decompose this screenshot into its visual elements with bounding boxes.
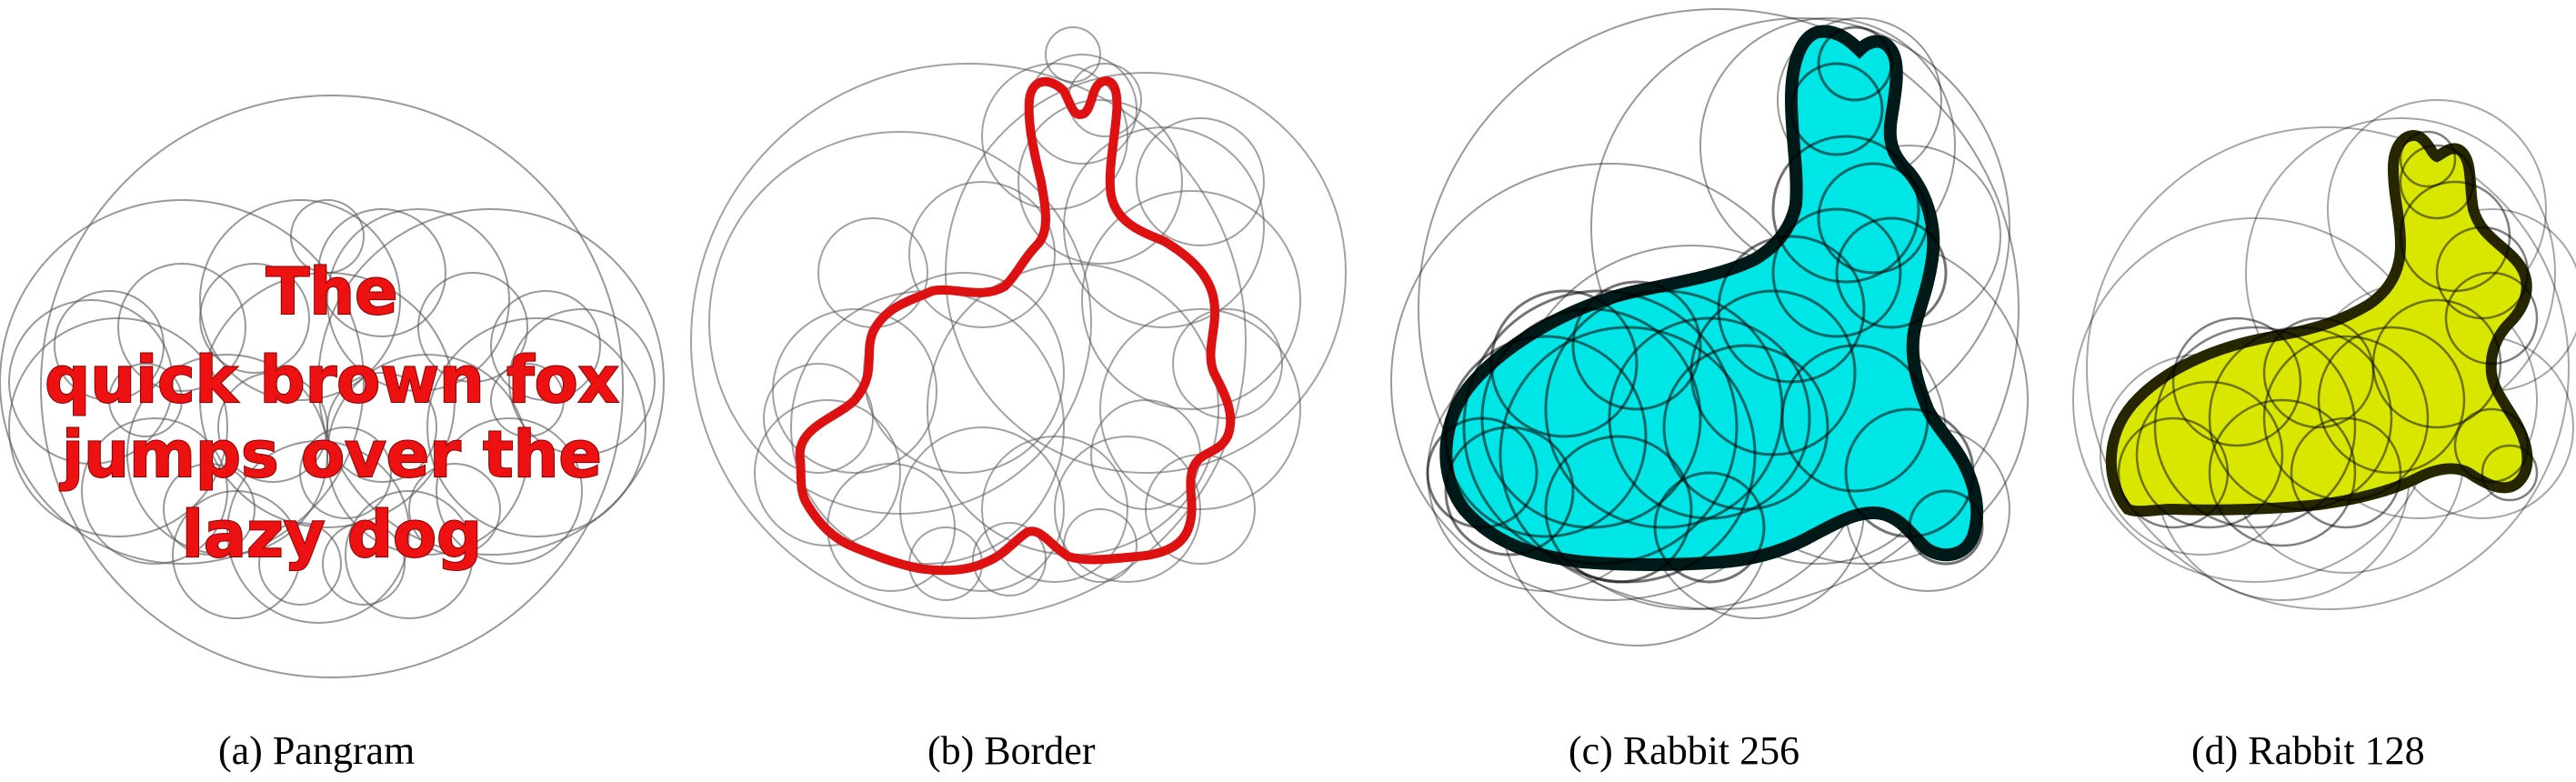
rabbit128-inner-circle bbox=[2435, 226, 2530, 320]
pangram-circle bbox=[8, 299, 174, 465]
pangram-circle bbox=[199, 263, 310, 374]
rabbit256-inner-circle bbox=[1835, 216, 1948, 329]
rabbit256-inner-circle bbox=[1771, 135, 1920, 284]
border-circle bbox=[899, 426, 1065, 592]
rabbit128-inner-circle bbox=[2208, 398, 2357, 547]
rabbit256-inner-circle bbox=[1908, 489, 1984, 566]
caption-pangram: (a) Pangram bbox=[218, 728, 416, 773]
rabbit128-inner-circle bbox=[2399, 144, 2475, 220]
pangram-circle bbox=[199, 199, 401, 401]
rabbit256-inner-circle bbox=[1480, 307, 1702, 529]
pangram-line-2: quick brown fox bbox=[45, 343, 619, 417]
rabbit256-outer-circle bbox=[1418, 8, 2020, 610]
pangram-circle bbox=[0, 199, 365, 565]
rabbit128-inner-circle bbox=[2208, 326, 2393, 511]
rabbit128-inner-circle bbox=[2262, 316, 2375, 429]
pangram-circle bbox=[163, 463, 256, 556]
pangram-drawing: The quick brown fox jumps over the lazy … bbox=[0, 95, 665, 678]
rabbit128-inner-circle bbox=[2317, 326, 2466, 475]
pangram-circle bbox=[258, 522, 342, 606]
border-circle bbox=[972, 522, 1047, 597]
pangram-circle bbox=[108, 363, 183, 437]
pangram-circle bbox=[226, 440, 410, 624]
rabbit256-inner-circle bbox=[1780, 344, 1929, 493]
border-circle bbox=[1136, 117, 1265, 246]
rabbit128-inner-circle bbox=[2444, 271, 2539, 366]
border-circle bbox=[945, 72, 1347, 474]
pangram-circle bbox=[317, 208, 665, 556]
border-circle bbox=[1017, 99, 1183, 265]
border-circle bbox=[908, 181, 1056, 328]
panel-rabbit-256: (c) Rabbit 256 bbox=[1364, 0, 2055, 782]
rabbit256-inner-circle bbox=[1608, 316, 1811, 520]
border-circle bbox=[1063, 126, 1265, 328]
panel-rabbit-128: (d) Rabbit 128 bbox=[2055, 0, 2576, 782]
rabbit-border-outline bbox=[795, 76, 1236, 576]
panel-pangram: The quick brown fox jumps over the lazy … bbox=[0, 0, 665, 782]
pangram-circle bbox=[426, 317, 647, 537]
rabbit128-outer-circle bbox=[2086, 126, 2570, 610]
rabbit256-inner-circle bbox=[1662, 344, 1829, 511]
pangram-circle bbox=[345, 490, 474, 619]
rabbit128-inner-circle bbox=[2399, 130, 2457, 188]
caption-rabbit-256: (c) Rabbit 256 bbox=[1569, 728, 1800, 773]
rabbit128-inner-circle bbox=[2481, 444, 2539, 502]
rabbit128-inner-circle bbox=[2153, 326, 2357, 529]
pangram-circle bbox=[326, 354, 528, 556]
pangram-circle bbox=[299, 426, 392, 519]
pangram-circle bbox=[436, 417, 583, 565]
rabbit256-inner-circle bbox=[1462, 289, 1739, 566]
rabbit256-inner-circle bbox=[1817, 162, 1929, 275]
border-circle bbox=[1081, 190, 1301, 410]
pangram-line-4: lazy dog bbox=[182, 497, 482, 572]
rabbit128-inner-circle bbox=[2135, 380, 2284, 529]
pangram-circle bbox=[40, 95, 624, 678]
rabbit-128-drawing bbox=[2072, 99, 2576, 610]
pangram-circle bbox=[490, 363, 565, 437]
caption-rabbit-128: (d) Rabbit 128 bbox=[2191, 728, 2425, 773]
pangram-line-3: jumps over the bbox=[59, 417, 602, 492]
pangram-line-1: The bbox=[266, 255, 397, 329]
rabbit256-inner-circle bbox=[1444, 335, 1648, 538]
pangram-circle bbox=[490, 290, 601, 401]
rabbit256-inner-circle bbox=[1653, 471, 1766, 584]
rabbit128-inner-circle bbox=[2117, 416, 2230, 529]
rabbit128-inner-circle bbox=[2262, 335, 2430, 502]
pangram-circle bbox=[290, 199, 365, 274]
panel-border: (b) Border bbox=[690, 0, 1347, 782]
border-circle bbox=[763, 363, 874, 474]
rabbit256-inner-circle bbox=[1444, 426, 1575, 556]
rabbit256-inner-circle bbox=[1817, 25, 1893, 102]
border-circle bbox=[754, 399, 901, 546]
rabbit256-inner-circle bbox=[1489, 289, 1639, 438]
pangram-circle bbox=[326, 372, 437, 483]
rabbit-128-body bbox=[2105, 130, 2533, 517]
pangram-circle bbox=[326, 208, 510, 392]
pangram-circle bbox=[317, 208, 446, 337]
caption-border: (b) Border bbox=[927, 728, 1096, 773]
rabbit256-inner-circle bbox=[1571, 280, 1702, 411]
border-circle bbox=[981, 436, 1128, 583]
rabbit256-inner-circle bbox=[1771, 207, 1902, 338]
pangram-circle bbox=[172, 490, 301, 619]
rabbit256-inner-circle bbox=[1498, 326, 1757, 584]
rabbit128-inner-circle bbox=[2171, 316, 2302, 447]
pangram-circle bbox=[508, 308, 656, 456]
rabbit128-inner-circle bbox=[2453, 407, 2530, 484]
pangram-circle bbox=[322, 522, 406, 606]
border-circle bbox=[772, 308, 937, 474]
border-circle bbox=[690, 63, 1247, 619]
pangram-circle bbox=[417, 272, 528, 383]
rabbit-256-drawing bbox=[1390, 8, 2029, 647]
pangram-circle bbox=[408, 463, 501, 556]
rabbit128-inner-circle bbox=[2290, 416, 2402, 529]
border-drawing bbox=[690, 26, 1347, 619]
rabbit-256-body bbox=[1439, 25, 1984, 571]
border-circle bbox=[981, 63, 1128, 210]
rabbit256-inner-circle bbox=[1789, 62, 1884, 156]
border-circle bbox=[1054, 436, 1201, 583]
pangram-circle bbox=[117, 263, 246, 392]
border-circle bbox=[1063, 508, 1138, 583]
